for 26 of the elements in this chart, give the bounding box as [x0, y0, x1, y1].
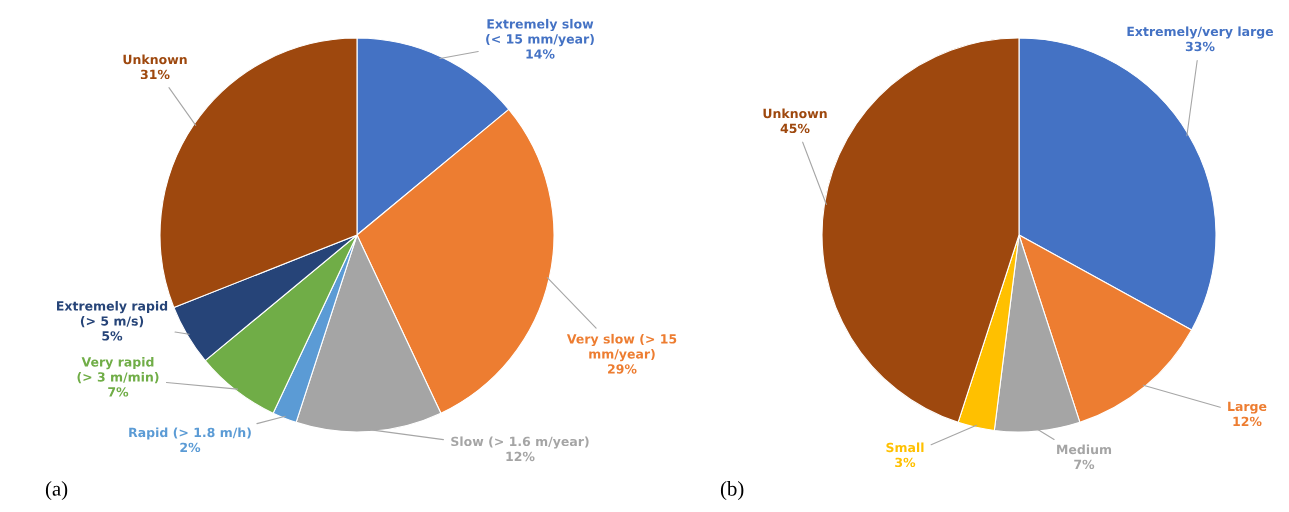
slice-label: Medium [1057, 444, 1112, 455]
slice-label: Extremely rapid (> 5 m/s) [57, 300, 168, 328]
data-label: 3% [895, 457, 916, 468]
slice-label: Very rapid (> 3 m/min) [77, 356, 159, 384]
slice-label: Slow (> 1.6 m/year) [451, 436, 589, 449]
data-label: 7% [1074, 459, 1095, 470]
data-label: 33% [1185, 41, 1215, 52]
data-label: 29% [608, 364, 637, 374]
slice-label: Extremely/very large [1127, 26, 1274, 39]
data-label: 7% [108, 387, 129, 397]
slice-label: Extremely slow (< 15 mm/year) [486, 18, 594, 47]
text: (b) [720, 481, 744, 500]
data-label: 14% [526, 49, 555, 59]
slice-label: Rapid (> 1.8 m/h) [129, 427, 251, 440]
data-label: 45% [780, 123, 810, 134]
slice-label: Unknown [123, 54, 187, 65]
data-label: 2% [180, 442, 201, 453]
slice-label: Unknown [763, 108, 827, 119]
slice-label: Large [1228, 401, 1267, 414]
data-label: 12% [1233, 416, 1262, 427]
text: (a) [45, 481, 68, 500]
data-label: 31% [140, 69, 170, 80]
data-label: 12% [506, 451, 535, 462]
data-label: 5% [102, 331, 123, 341]
slice-label: Small [886, 442, 924, 453]
slice-label: Very slow (> 15 mm/year) [566, 333, 677, 362]
